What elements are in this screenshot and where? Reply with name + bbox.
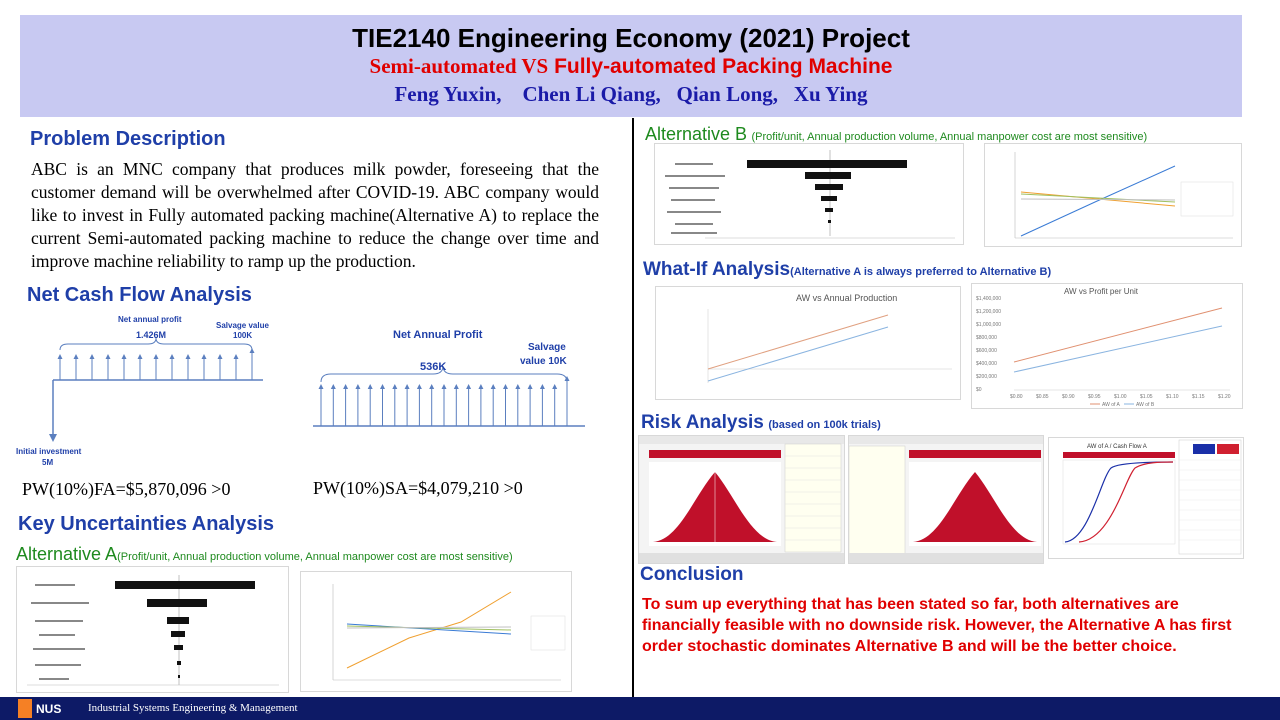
risk-cdf-svg: AW of A / Cash Flow A [1062, 439, 1242, 555]
conclusion-text: To sum up everything that has been state… [642, 596, 1232, 655]
subtitle-part-a: Semi-automated VS [369, 54, 549, 78]
alt-b-note: (Profit/unit, Annual production volume, … [751, 131, 1148, 143]
cfb-annual-value: 536K [420, 361, 446, 373]
risk-note: (based on 100k trials) [768, 419, 881, 431]
footer-text: Industrial Systems Engineering & Managem… [88, 702, 298, 714]
poster-header: TIE2140 Engineering Economy (2021) Proje… [20, 15, 1242, 117]
w2-ytick: $200,000 [976, 374, 997, 380]
w2-legend-b: AW of B [1136, 402, 1155, 408]
cashflow-b-svg: Net Annual Profit 536K Salvage value 10K [313, 329, 585, 427]
whatif-line: What-If Analysis(Alternative A is always… [643, 259, 1051, 281]
alt-b-label: Alternative B [645, 124, 748, 144]
whatif-note: (Alternative A is always preferred to Al… [790, 266, 1052, 278]
w2-ytick: $400,000 [976, 361, 997, 367]
nus-logo-icon: NUS [18, 699, 61, 718]
pw-b: PW(10%)SA=$4,079,210 >0 [313, 478, 523, 498]
whatif-1-title: AW vs Annual Production [796, 293, 897, 303]
w2-ytick: $600,000 [976, 348, 997, 354]
risk-cdf-title: AW of A / Cash Flow A [1087, 444, 1147, 450]
spider-b-svg [1014, 152, 1234, 239]
subtitle-part-b: Fully-automated Packing Machine [554, 55, 893, 78]
risk-b-svg [848, 436, 1043, 563]
w2-xtick: $0.90 [1062, 394, 1075, 400]
alt-b-line: Alternative B (Profit/unit, Annual produ… [645, 124, 1147, 145]
w2-ytick: $1,200,000 [976, 309, 1001, 315]
spider-chart-a [300, 571, 572, 692]
pw-a: PW(10%)FA=$5,870,096 >0 [22, 479, 231, 499]
problem-heading: Problem Description [30, 128, 226, 150]
tornado-chart-a [16, 566, 289, 693]
column-divider [632, 118, 634, 698]
risk-cdf-overlay: AW of A / Cash Flow A [1048, 437, 1244, 559]
problem-text: ABC is an MNC company that produces milk… [31, 159, 599, 271]
cfa-initial-label: Initial investment [16, 447, 82, 456]
whatif-2-title: AW vs Profit per Unit [1064, 287, 1139, 296]
conclusion-heading: Conclusion [640, 564, 744, 585]
risk-line: Risk Analysis (based on 100k trials) [641, 412, 881, 434]
risk-a-svg [639, 436, 844, 563]
alt-a-label: Alternative A [16, 544, 118, 564]
w2-ytick: $1,000,000 [976, 322, 1001, 328]
spider-chart-b [984, 143, 1242, 247]
risk-heading: Risk Analysis [641, 412, 764, 433]
whatif-heading: What-If Analysis [643, 259, 791, 280]
cfb-salvage-value: value 10K [520, 356, 567, 367]
cfb-salvage-label: Salvage [528, 342, 566, 353]
authors: Feng Yuxin, Chen Li Qiang, Qian Long, Xu… [394, 82, 868, 106]
w2-ytick: $1,400,000 [976, 296, 1001, 302]
uncertainty-heading: Key Uncertainties Analysis [18, 513, 275, 535]
poster-subtitle: Semi-automated VS Fully-automated Packin… [20, 53, 1242, 80]
nus-logo-text: NUS [36, 702, 61, 716]
whatif-chart-production: AW vs Annual Production [655, 286, 961, 400]
tornado-chart-b [654, 143, 964, 245]
w2-xtick: $1.15 [1192, 394, 1205, 400]
cfb-annual-label: Net Annual Profit [393, 329, 483, 341]
w2-xtick: $0.85 [1036, 394, 1049, 400]
footer-bar: NUS Industrial Systems Engineering & Man… [0, 697, 1280, 720]
risk-histogram-b [848, 435, 1044, 564]
w2-ytick: $0 [976, 387, 982, 393]
cashflow-a-svg: Net annual profit 1.426M Salvage value 1… [16, 315, 269, 467]
cashflow-diagram-a: Net annual profit 1.426M Salvage value 1… [8, 308, 273, 470]
w2-xtick: $0.80 [1010, 394, 1023, 400]
cfa-initial-value: 5M [42, 458, 53, 467]
cfa-salvage-value: 100K [233, 331, 252, 340]
whatif-chart-profit: AW vs Profit per Unit $1,400,000 $1,200,0… [971, 283, 1243, 409]
whatif-1-svg: AW vs Annual Production [707, 293, 952, 383]
tornado-a-svg [27, 575, 279, 686]
risk-histogram-a [638, 435, 845, 564]
poster-title: TIE2140 Engineering Economy (2021) Proje… [352, 23, 910, 53]
w2-legend-a: AW of A [1102, 402, 1121, 408]
w2-xtick: $1.00 [1114, 394, 1127, 400]
cfa-salvage-label: Salvage value [216, 321, 269, 330]
alt-a-note: (Profit/unit, Annual production volume, … [117, 551, 513, 563]
spider-a-svg [332, 584, 566, 681]
alt-a-line: Alternative A(Profit/unit, Annual produc… [16, 544, 513, 565]
cfa-annual-value: 1.426M [136, 330, 166, 340]
w2-xtick: $1.20 [1218, 394, 1231, 400]
tornado-b-svg [665, 150, 955, 239]
cashflow-diagram-b: Net Annual Profit 536K Salvage value 10K [303, 318, 595, 470]
whatif-2-svg: AW vs Profit per Unit $1,400,000 $1,200,0… [976, 287, 1231, 408]
cfa-annual-label: Net annual profit [118, 315, 182, 324]
w2-xtick: $1.05 [1140, 394, 1153, 400]
w2-xtick: $0.95 [1088, 394, 1101, 400]
w2-ytick: $800,000 [976, 335, 997, 341]
w2-xtick: $1.10 [1166, 394, 1179, 400]
cashflow-heading: Net Cash Flow Analysis [27, 284, 252, 306]
